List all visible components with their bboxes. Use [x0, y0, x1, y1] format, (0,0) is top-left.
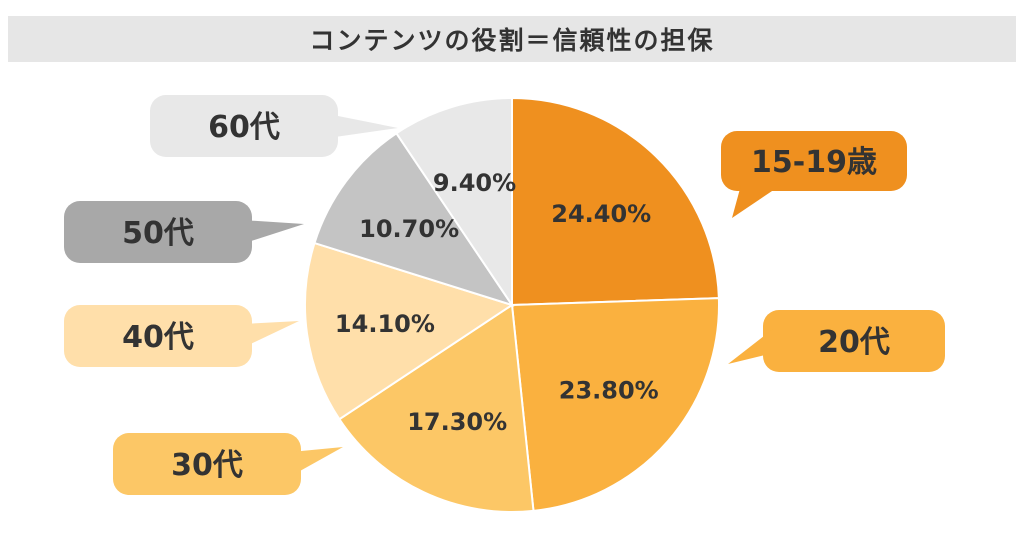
- callout-5: 50代: [64, 201, 304, 263]
- callout-label-1: 15-19歳: [751, 145, 877, 180]
- pie-slice-5: [313, 131, 515, 307]
- slice-value-label-4: 14.10%: [335, 310, 435, 338]
- callout-label-6: 60代: [208, 110, 280, 145]
- callout-box-3: [113, 433, 301, 495]
- slice-value-label-2: 23.80%: [559, 376, 659, 404]
- callout-box-4: [64, 305, 252, 367]
- callout-box-2: [763, 310, 945, 372]
- callout-tail-6: [328, 114, 398, 138]
- pie-slice-4: [304, 241, 515, 421]
- slice-value-label-6: 9.40%: [433, 169, 516, 197]
- slice-value-label-3: 17.30%: [407, 408, 507, 436]
- callout-label-3: 30代: [171, 448, 243, 483]
- callout-3: 30代: [113, 433, 343, 495]
- slice-value-label-1: 24.40%: [551, 200, 651, 228]
- callout-group: 15-19歳 20代 30代 40代 50代 60代: [64, 95, 945, 495]
- chart-title: コンテンツの役割＝信頼性の担保: [8, 16, 1016, 62]
- slice-group: [304, 96, 720, 513]
- callout-tail-5: [242, 220, 304, 244]
- slice-value-label-5: 10.70%: [359, 215, 459, 243]
- callout-tail-3: [291, 447, 343, 476]
- pie-slice-3: [337, 303, 535, 513]
- callout-box-5: [64, 201, 252, 263]
- callout-6: 60代: [150, 95, 398, 157]
- callout-tail-1: [732, 185, 781, 218]
- callout-4: 40代: [64, 305, 299, 367]
- pie-slice-2: [510, 297, 720, 512]
- callout-label-2: 20代: [818, 325, 890, 360]
- callout-label-4: 40代: [122, 320, 194, 355]
- callout-tail-2: [728, 329, 773, 364]
- callout-tail-4: [242, 321, 299, 348]
- callout-2: 20代: [728, 310, 945, 372]
- pie-slice-1: [511, 96, 720, 307]
- callout-box-1: [721, 131, 907, 191]
- callout-label-5: 50代: [122, 216, 194, 251]
- value-label-group: 24.40% 23.80% 17.30% 14.10% 10.70% 9.40%: [335, 169, 659, 436]
- callout-box-6: [150, 95, 338, 157]
- pie-slice-6: [395, 96, 513, 309]
- callout-1: 15-19歳: [721, 131, 907, 218]
